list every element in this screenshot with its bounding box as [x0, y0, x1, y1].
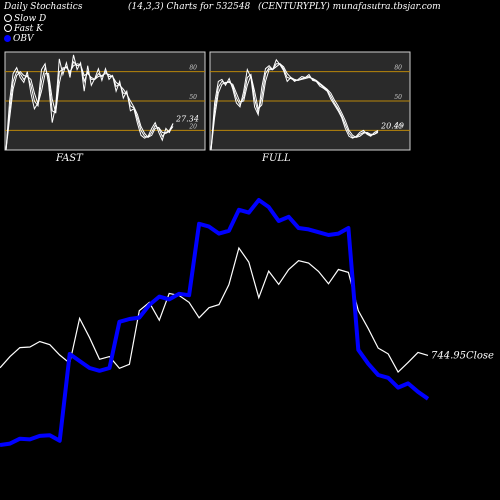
chart-subtitle: (14,3,3) Charts for 532548 [128, 2, 251, 12]
close-value-label: 744.95Close [431, 350, 494, 361]
legend-label-fast-k: Fast K [14, 24, 43, 34]
fast-tick-label-20: 20 [188, 123, 197, 130]
legend-item-slow-d: Slow D [4, 14, 46, 24]
full-series-line-2 [210, 63, 379, 151]
site-credit: (CENTURYPLY) munafasutra.tbsjar.com [258, 2, 441, 12]
fast-tick-label-50: 50 [189, 94, 197, 101]
legend-item-obv: OBV [4, 34, 34, 44]
obv-swatch [4, 35, 11, 42]
full-tick-label-80: 80 [394, 65, 402, 72]
fast-panel-caption: FAST [56, 153, 83, 164]
fast-k-swatch [4, 24, 12, 32]
legend-item-fast-k: Fast K [4, 24, 43, 34]
full-panel-caption: FULL [262, 153, 291, 164]
fast-last-value-label: 27.34 [175, 115, 199, 124]
full-last-value-label: 20.49 [380, 121, 404, 130]
full-tick-label-50: 50 [394, 94, 402, 101]
fast-series-line-3 [5, 63, 174, 151]
full-series-line-1 [210, 58, 379, 151]
legend-label-slow-d: Slow D [14, 14, 47, 24]
chart-title: Daily Stochastics [4, 2, 83, 12]
legend-label-obv: OBV [13, 34, 34, 44]
full-series-line-3 [210, 63, 379, 151]
fast-tick-label-80: 80 [189, 65, 197, 72]
slow-d-swatch [4, 14, 12, 22]
obv-line [0, 198, 430, 447]
full-tick-label-20: 20 [393, 123, 402, 130]
close-price-line [0, 246, 429, 373]
price-obv-panel: 744.95Close [0, 198, 494, 447]
